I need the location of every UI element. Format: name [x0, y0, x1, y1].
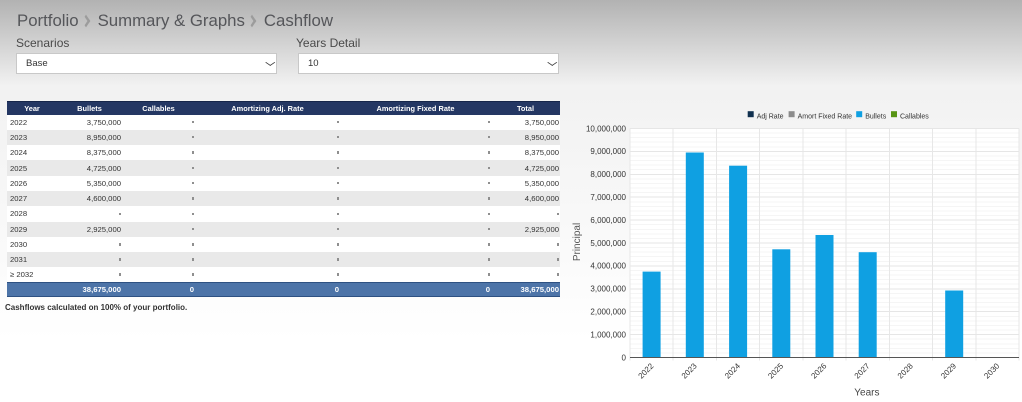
svg-text:Adj Rate: Adj Rate	[757, 113, 784, 120]
svg-text:2023: 2023	[680, 361, 699, 380]
svg-text:2027: 2027	[853, 361, 872, 380]
svg-text:4,000,000: 4,000,000	[590, 262, 626, 271]
svg-text:7,000,000: 7,000,000	[590, 193, 626, 202]
svg-text:Years: Years	[854, 387, 879, 398]
svg-text:Amort Fixed Rate: Amort Fixed Rate	[798, 113, 853, 120]
svg-text:2026: 2026	[809, 361, 828, 380]
svg-text:3,000,000: 3,000,000	[590, 285, 626, 294]
svg-text:0: 0	[622, 353, 627, 362]
svg-text:Bullets: Bullets	[865, 113, 887, 120]
svg-text:10,000,000: 10,000,000	[586, 124, 627, 133]
svg-text:2025: 2025	[766, 361, 785, 380]
svg-text:Callables: Callables	[900, 113, 929, 120]
svg-text:5,000,000: 5,000,000	[590, 239, 626, 248]
svg-text:8,000,000: 8,000,000	[590, 170, 626, 179]
svg-text:Principal: Principal	[572, 223, 583, 261]
svg-text:2024: 2024	[723, 361, 742, 380]
svg-text:2022: 2022	[637, 361, 656, 380]
svg-text:1,000,000: 1,000,000	[590, 330, 626, 339]
svg-text:2,000,000: 2,000,000	[590, 308, 626, 317]
svg-text:2028: 2028	[896, 361, 915, 380]
svg-text:2030: 2030	[982, 361, 1001, 380]
svg-text:9,000,000: 9,000,000	[590, 147, 626, 156]
svg-text:6,000,000: 6,000,000	[590, 216, 626, 225]
svg-text:2029: 2029	[939, 361, 958, 380]
